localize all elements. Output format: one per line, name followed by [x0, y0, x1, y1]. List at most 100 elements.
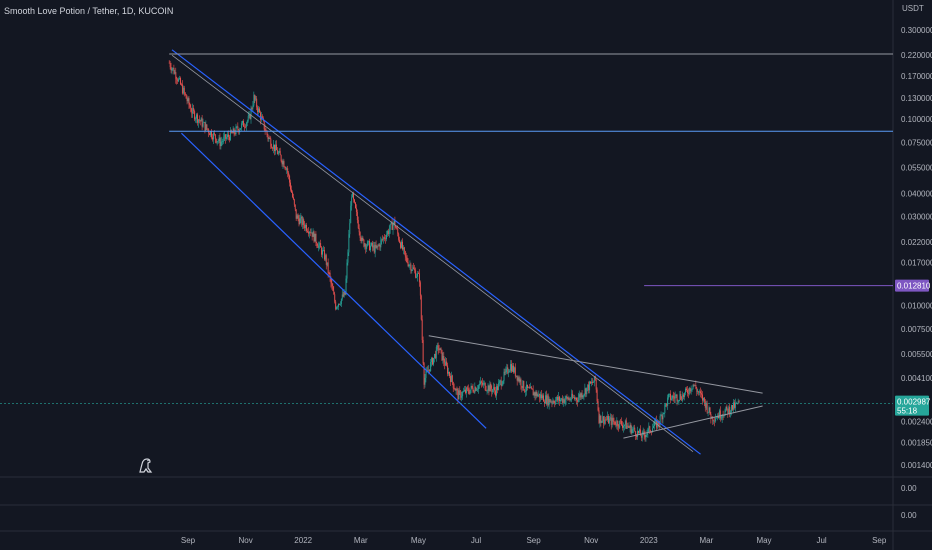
candle-body — [506, 367, 508, 370]
candle-body — [665, 403, 667, 405]
candle-body — [633, 427, 635, 429]
candle-body — [274, 144, 276, 152]
candle-body — [393, 219, 395, 224]
candle-body — [637, 430, 639, 438]
candle-body — [646, 433, 648, 435]
candle-body — [269, 137, 271, 139]
candle-body — [634, 427, 636, 432]
candle-body — [508, 372, 510, 374]
candle-body — [505, 369, 507, 373]
candle-body — [483, 382, 485, 384]
candle-body — [424, 377, 426, 385]
candle-body — [560, 399, 561, 401]
time-tick-label: Nov — [584, 536, 598, 545]
candle-body — [537, 395, 539, 397]
candle-body — [391, 222, 393, 230]
candle-body — [623, 425, 624, 428]
candle-body — [251, 108, 253, 109]
candle-body — [229, 130, 231, 141]
candle-body — [652, 428, 654, 433]
candle-body — [677, 401, 679, 402]
candle-body — [323, 250, 324, 251]
candle-body — [708, 407, 710, 412]
candle-body — [236, 126, 238, 128]
candle-body — [475, 387, 477, 391]
candle-body — [540, 394, 542, 399]
candle-body — [341, 294, 343, 299]
candle-body — [734, 402, 735, 408]
candle-body — [214, 134, 216, 139]
candle-body — [177, 79, 179, 82]
candle-body — [395, 227, 397, 229]
candle-body — [591, 381, 593, 383]
candle-body — [690, 389, 692, 392]
countdown-label: 55:18 — [897, 407, 918, 416]
candle-body — [558, 396, 560, 401]
candle-body — [245, 123, 247, 128]
price-tick-label: 0.010000 — [901, 302, 932, 311]
candle-body — [415, 270, 417, 278]
candle-body — [570, 399, 572, 401]
candle-body — [222, 141, 224, 142]
candle-body — [333, 290, 335, 295]
candle-body — [610, 417, 612, 425]
candle-body — [590, 381, 592, 384]
candle-body — [700, 391, 702, 394]
candle-body — [709, 407, 711, 415]
candle-body — [307, 230, 308, 232]
candle-body — [686, 389, 688, 394]
candle-body — [577, 397, 579, 402]
candle-body — [286, 168, 288, 170]
candle-body — [419, 282, 421, 296]
candle-body — [219, 137, 221, 147]
candle-body — [712, 416, 714, 422]
candle-body — [461, 396, 463, 398]
candle-body — [602, 416, 604, 422]
candle-body — [294, 204, 296, 210]
candle-body — [373, 245, 375, 253]
candle-body — [369, 240, 371, 251]
candle-body — [518, 377, 520, 382]
candle-body — [522, 380, 524, 388]
candle-body — [204, 122, 206, 131]
price-tick-label: 0.055000 — [901, 163, 932, 172]
candle-body — [428, 369, 430, 372]
candle-body — [364, 244, 366, 247]
candle-body — [557, 396, 559, 401]
candle-body — [297, 215, 299, 219]
candle-body — [422, 340, 424, 364]
candle-body — [714, 420, 716, 422]
time-tick-label: Jul — [471, 536, 481, 545]
candle-body — [331, 283, 333, 286]
candle-body — [660, 415, 662, 417]
candle-body — [263, 120, 265, 130]
candle-body — [547, 395, 549, 406]
candle-body — [568, 398, 570, 400]
candle-body — [211, 131, 213, 138]
candle-body — [586, 387, 588, 395]
candle-body — [655, 420, 656, 422]
candle-body — [529, 386, 531, 389]
candle-body — [220, 141, 222, 147]
candle-body — [449, 376, 451, 382]
candle-body — [253, 95, 255, 106]
candle-body — [247, 116, 249, 121]
candle-body — [359, 232, 361, 238]
price-tick-label: 0.220000 — [901, 51, 932, 60]
candle-body — [592, 382, 594, 383]
candle-body — [227, 134, 228, 138]
candle-body — [321, 247, 323, 255]
candle-body — [330, 277, 332, 284]
candle-body — [670, 398, 672, 400]
candle-body — [688, 387, 690, 394]
candle-body — [614, 421, 616, 425]
symbol-title[interactable]: Smooth Love Potion / Tether, 1D, KUCOIN — [4, 6, 174, 16]
candle-body — [676, 394, 678, 402]
candle-body — [180, 78, 181, 85]
candle-body — [313, 231, 315, 242]
candle-body — [315, 233, 317, 243]
candle-body — [421, 319, 423, 341]
candle-body — [463, 391, 465, 392]
candle-body — [413, 267, 415, 269]
